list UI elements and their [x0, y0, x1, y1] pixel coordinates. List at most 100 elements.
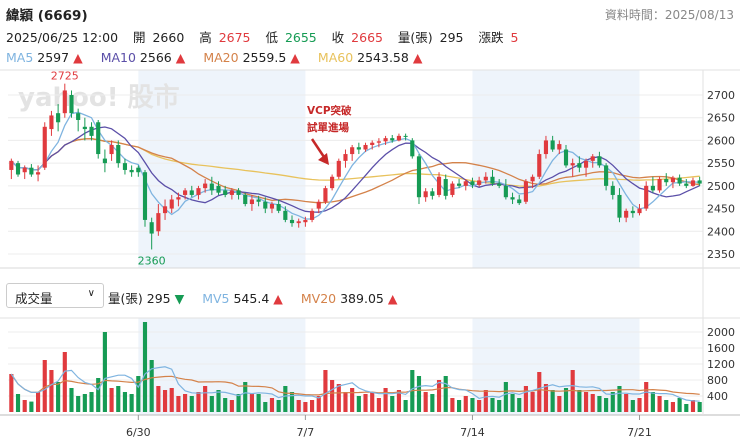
- volume-bar: [196, 392, 201, 412]
- candle-body: [22, 167, 27, 173]
- candle-body: [49, 115, 54, 130]
- candle-body: [223, 190, 228, 195]
- volume-bar: [463, 396, 468, 412]
- volume-bar: [590, 394, 595, 412]
- volume-bar: [309, 400, 315, 412]
- volume-bar: [76, 396, 81, 412]
- candle-body: [142, 172, 148, 220]
- volume-bar: [617, 386, 622, 412]
- volume-bar: [517, 398, 522, 412]
- low-label: 低: [265, 30, 278, 45]
- candle-body: [330, 176, 335, 189]
- indicator-dropdown[interactable]: 成交量 ∨: [6, 283, 104, 308]
- volume-bar: [370, 392, 375, 412]
- volume-bar: [477, 400, 482, 412]
- volume-bar: [49, 370, 54, 412]
- volume-bar: [216, 390, 221, 412]
- candle-body: [396, 135, 402, 141]
- volume-bar: [183, 394, 188, 412]
- candle-body: [590, 156, 595, 161]
- candle-body: [109, 144, 114, 155]
- candle-body: [677, 177, 682, 184]
- candle-body: [323, 188, 328, 202]
- volume-bar: [336, 384, 341, 412]
- volume-bar: [236, 394, 241, 412]
- week-band-price-0: [138, 70, 306, 268]
- stock-title: 緯穎 (6669): [6, 8, 88, 24]
- candle-body: [390, 138, 395, 141]
- volume-bar: [9, 374, 14, 412]
- candle-body: [269, 204, 275, 209]
- candle-body: [370, 142, 375, 145]
- candle-body: [463, 181, 468, 186]
- ma10-legend: MA10 2566 ▲: [100, 50, 186, 65]
- candle-body: [430, 191, 435, 196]
- volume-bar: [303, 402, 308, 412]
- volume-bar: [96, 378, 101, 412]
- volume-bar: [42, 360, 47, 412]
- price-tick-label: 2650: [707, 112, 735, 125]
- volume-bar: [604, 398, 609, 412]
- date-label: 6/30: [126, 426, 151, 439]
- volume-bar: [530, 392, 535, 412]
- candle-body: [517, 199, 522, 204]
- week-band-price-1: [472, 70, 640, 268]
- volume-bar: [203, 386, 208, 412]
- volume-bar: [189, 396, 194, 412]
- candle-body: [336, 160, 341, 177]
- volume-bar: [697, 402, 702, 412]
- candle-body: [457, 183, 462, 186]
- volume-bar: [162, 390, 168, 412]
- volume-bar: [423, 392, 428, 412]
- candle-body: [189, 190, 194, 195]
- candle-body: [303, 219, 308, 223]
- volume-bar: [510, 394, 515, 412]
- volume-bar: [396, 390, 402, 412]
- volume-bar: [223, 398, 228, 412]
- annotation-line2: 試單進場: [307, 121, 349, 134]
- open-value: 2660: [152, 30, 185, 45]
- volume-bar: [583, 392, 589, 412]
- mv20-legend: MV20 389.05 ▲: [300, 291, 398, 306]
- volume-tick-label: 2000: [707, 326, 735, 339]
- annotation-arrow-head: [318, 153, 329, 165]
- ma20-legend: MA20 2559.5 ▲: [203, 50, 300, 65]
- volume-bar: [657, 396, 662, 412]
- candle-body: [443, 179, 448, 196]
- volume-bar: [22, 400, 27, 412]
- candle-body: [416, 156, 422, 198]
- volume-bar: [229, 400, 234, 412]
- candle-body: [557, 144, 562, 150]
- volume-bar: [249, 394, 254, 412]
- mv5-legend: MV5 545.4 ▲: [202, 291, 283, 306]
- chevron-down-icon: ∨: [87, 288, 95, 299]
- candle-body: [149, 222, 154, 234]
- volume-bar: [243, 382, 248, 412]
- candle-body: [296, 221, 301, 224]
- candle-body: [490, 176, 495, 184]
- candle-body: [82, 126, 87, 130]
- price-tick-label: 2450: [707, 203, 735, 216]
- volume-bar: [62, 352, 67, 412]
- volume-bar: [363, 394, 368, 412]
- price-tick-label: 2600: [707, 134, 735, 147]
- volume-bar: [209, 396, 214, 412]
- candle-body: [203, 183, 208, 189]
- candle-body: [229, 190, 234, 195]
- volume-bar: [116, 386, 121, 412]
- candle-body: [209, 183, 214, 191]
- volume-bar: [537, 372, 542, 412]
- data-timestamp: 資料時間：2025/08/13: [604, 8, 734, 22]
- candle-body: [436, 176, 442, 195]
- candle-body: [309, 210, 315, 220]
- candle-body: [15, 163, 21, 175]
- date-label: 7/14: [460, 426, 485, 439]
- volume-bar: [557, 396, 562, 412]
- price-tick-label: 2700: [707, 89, 735, 102]
- candle-body: [543, 140, 549, 155]
- candle-body: [624, 210, 629, 218]
- candle-body: [690, 180, 696, 186]
- candle-body: [470, 181, 475, 185]
- volume-bar: [483, 390, 488, 412]
